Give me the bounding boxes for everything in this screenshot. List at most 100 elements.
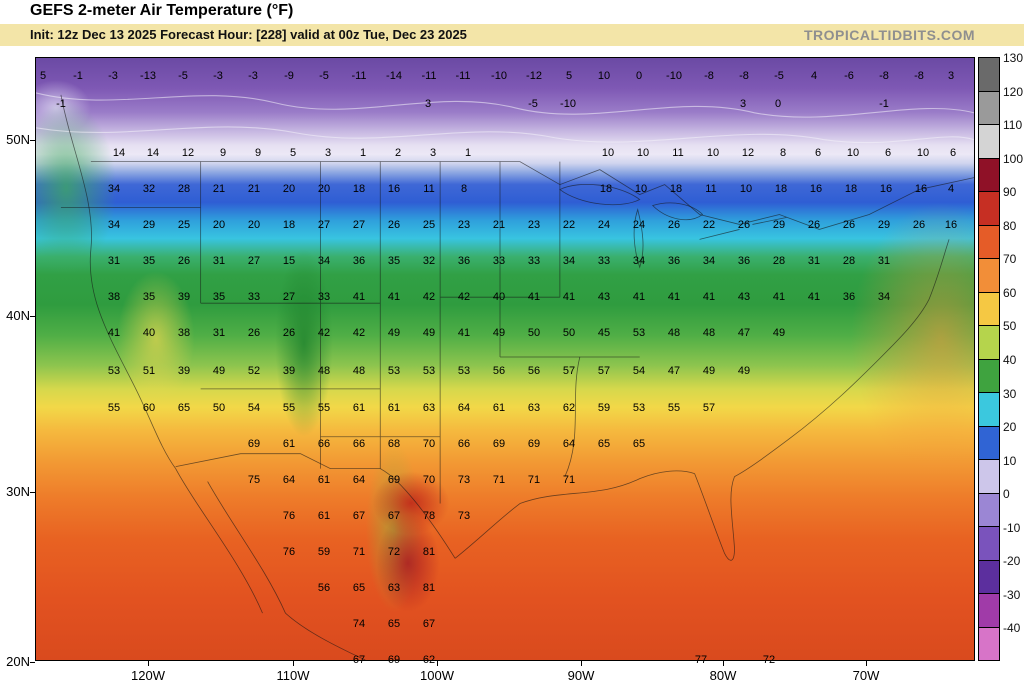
temp-value: 53 — [632, 402, 646, 414]
temp-value: 10 — [916, 147, 930, 159]
temp-value: 64 — [352, 474, 366, 486]
temp-value: 10 — [739, 183, 753, 195]
temp-value: 57 — [562, 365, 576, 377]
temp-value: 41 — [562, 291, 576, 303]
colorbar-tick-label: 40 — [1003, 353, 1017, 367]
lon-tick-label: 110W — [276, 668, 310, 683]
temp-value: 50 — [562, 327, 576, 339]
colorbar-segment — [979, 459, 999, 493]
temp-value: 65 — [177, 402, 191, 414]
temp-value: 10 — [636, 147, 650, 159]
temp-value: 16 — [944, 219, 958, 231]
temp-value: 16 — [809, 183, 823, 195]
temp-value: 14 — [146, 147, 160, 159]
temp-value: 26 — [282, 327, 296, 339]
temp-value: -10 — [560, 98, 576, 110]
colorbar-segment — [979, 358, 999, 392]
temp-value: 36 — [457, 255, 471, 267]
temp-value: 49 — [737, 365, 751, 377]
temp-value: 34 — [562, 255, 576, 267]
lon-tick-label: 100W — [420, 668, 454, 683]
temp-value: 27 — [282, 291, 296, 303]
temp-value: 10 — [706, 147, 720, 159]
temp-value: -3 — [248, 70, 258, 82]
temp-value: 47 — [737, 327, 751, 339]
temp-value: 4 — [947, 183, 955, 195]
temp-value: 54 — [632, 365, 646, 377]
temp-value: 18 — [599, 183, 613, 195]
us-mexico-border — [175, 453, 456, 559]
temp-value: 31 — [212, 327, 226, 339]
lon-tick-mark — [148, 661, 149, 666]
temp-value: 49 — [422, 327, 436, 339]
temp-value: 27 — [352, 219, 366, 231]
colorbar-segment — [979, 492, 999, 526]
temp-value: 11 — [672, 147, 684, 159]
temp-value: 49 — [772, 327, 786, 339]
temp-value: 36 — [842, 291, 856, 303]
temp-value: -5 — [319, 70, 329, 82]
temp-value: 3 — [324, 147, 332, 159]
temp-value: 61 — [317, 510, 331, 522]
colorbar-tick-label: -20 — [1003, 554, 1021, 569]
temp-value: 71 — [352, 546, 366, 558]
colorbar-segment — [979, 626, 999, 660]
east-coastline — [734, 239, 950, 477]
colorbar-tick-label: 70 — [1003, 252, 1017, 267]
temp-value: 35 — [142, 255, 156, 267]
temp-value: 56 — [317, 582, 331, 594]
temp-value: 77 — [694, 654, 708, 666]
temp-value: 3 — [424, 98, 432, 110]
temp-value: 22 — [702, 219, 716, 231]
temp-value: 55 — [667, 402, 681, 414]
west-coastline — [60, 94, 177, 469]
temp-value: 26 — [247, 327, 261, 339]
temp-value: 35 — [142, 291, 156, 303]
temp-value: 55 — [317, 402, 331, 414]
temp-value: -14 — [386, 70, 402, 82]
temp-value: 3 — [429, 147, 437, 159]
temp-value: 65 — [597, 438, 611, 450]
temp-value: 33 — [597, 255, 611, 267]
temp-value: 20 — [317, 183, 331, 195]
temp-value: 21 — [212, 183, 226, 195]
colorbar-segment — [979, 425, 999, 459]
temp-value: 41 — [702, 291, 716, 303]
temp-value: -11 — [351, 70, 367, 82]
temp-value: 40 — [142, 327, 156, 339]
temp-value: 20 — [282, 183, 296, 195]
colorbar-tick-label: 90 — [1003, 185, 1017, 200]
colorbar-tick-label: 60 — [1003, 285, 1017, 300]
lat-tick-mark — [30, 662, 35, 663]
lon-tick-mark — [581, 661, 582, 666]
colorbar-tick-label: -30 — [1003, 587, 1021, 602]
temp-value: 71 — [527, 474, 541, 486]
colorbar-tick-label: 20 — [1003, 420, 1017, 435]
temp-value: -3 — [213, 70, 223, 82]
init-forecast-text: Init: 12z Dec 13 2025 Forecast Hour: [22… — [30, 27, 467, 42]
temp-value: 21 — [492, 219, 506, 231]
temp-value: 14 — [112, 147, 126, 159]
temp-value: 61 — [352, 402, 366, 414]
temp-value: 41 — [772, 291, 786, 303]
temp-value: -10 — [666, 70, 682, 82]
temp-value: 9 — [219, 147, 227, 159]
temp-value: 49 — [702, 365, 716, 377]
temp-value: 33 — [527, 255, 541, 267]
temp-value: 70 — [422, 438, 436, 450]
temp-value: 45 — [597, 327, 611, 339]
temp-value: 41 — [807, 291, 821, 303]
temp-value: -5 — [528, 98, 538, 110]
temp-value: 61 — [282, 438, 296, 450]
lake-superior — [559, 184, 641, 206]
temp-value: -10 — [491, 70, 507, 82]
temp-value: 65 — [387, 618, 401, 630]
temp-value: 32 — [422, 255, 436, 267]
temp-value: 76 — [282, 546, 296, 558]
temp-value: 0 — [774, 98, 782, 110]
temp-value: 48 — [667, 327, 681, 339]
temp-value: -1 — [73, 70, 83, 82]
temp-value: 81 — [422, 546, 436, 558]
temp-value: 43 — [597, 291, 611, 303]
